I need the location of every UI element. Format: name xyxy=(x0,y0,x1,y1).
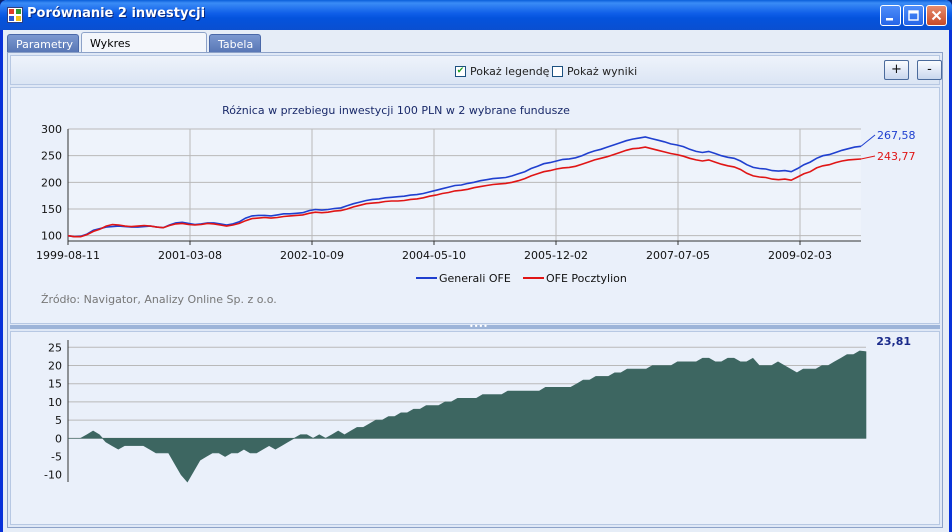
zoom-in-button[interactable]: + xyxy=(884,60,909,80)
main-y-tick-label: 250 xyxy=(41,150,62,163)
main-chart-x-axis: 1999-08-11 2001-03-08 2002-10-09 2004-05-10… xyxy=(36,240,861,262)
main-y-tick-label: 100 xyxy=(41,230,62,243)
maximize-icon xyxy=(908,10,919,21)
app-icon xyxy=(7,7,23,23)
splitter-grip-icon[interactable]: •••• xyxy=(469,322,488,331)
title-bar[interactable]: Porównanie 2 inwestycji xyxy=(0,0,952,30)
main-chart-legend: Generali OFE OFE Pocztylion xyxy=(416,272,627,285)
difference-chart-area: -10 -5 0 5 10 15 20 25 23,81 xyxy=(10,331,940,525)
main-x-tick-label: 2002-10-09 xyxy=(280,249,344,262)
difference-y-tick-label: 25 xyxy=(48,341,62,354)
minimize-icon xyxy=(886,18,893,21)
end-label-leader xyxy=(860,134,876,147)
chart-toolbar: ✔ Pokaż legendę Pokaż wyniki + - xyxy=(10,55,942,85)
tab-tabela[interactable]: Tabela xyxy=(209,34,261,53)
series-line-pocztylion xyxy=(67,146,862,238)
difference-area xyxy=(68,350,867,483)
main-x-tick-label: 2007-07-05 xyxy=(646,249,710,262)
main-x-tick-label: 1999-08-11 xyxy=(36,249,100,262)
show-legend-checkbox-box[interactable]: ✔ xyxy=(455,66,466,77)
difference-last-value-label: 23,81 xyxy=(876,335,911,348)
difference-area-chart: -10 -5 0 5 10 15 20 25 23,81 xyxy=(44,335,911,483)
main-x-tick-label: 2004-05-10 xyxy=(402,249,466,262)
source-note: Źródło: Navigator, Analizy Online Sp. z … xyxy=(41,293,277,306)
show-results-checkbox-box[interactable] xyxy=(552,66,563,77)
maximize-button[interactable] xyxy=(903,5,924,26)
tab-parametry[interactable]: Parametry xyxy=(7,34,79,53)
difference-y-tick-label: -10 xyxy=(44,469,62,482)
main-chart-y-axis: 100 150 200 250 300 xyxy=(41,123,69,243)
difference-chart-series xyxy=(68,350,867,483)
main-y-tick-label: 200 xyxy=(41,176,62,189)
chart-splitter[interactable]: •••• xyxy=(10,322,940,331)
comparison-panel: ✔ Pokaż legendę Pokaż wyniki + - Różnica… xyxy=(7,52,943,528)
main-chart-title: Różnica w przebiegu inwestycji 100 PLN w… xyxy=(222,104,570,117)
main-chart-area: Różnica w przebiegu inwestycji 100 PLN w… xyxy=(10,87,940,324)
difference-y-tick-label: -5 xyxy=(51,451,62,464)
end-label-leader xyxy=(860,155,876,160)
tab-wykres-porownawczy[interactable]: Wykres porównawczy xyxy=(81,32,207,71)
difference-y-tick-label: 10 xyxy=(48,396,62,409)
investment-comparison-chart: Różnica w przebiegu inwestycji 100 PLN w… xyxy=(36,104,916,306)
legend-label-pocztylion: OFE Pocztylion xyxy=(546,272,627,285)
close-icon xyxy=(931,10,942,21)
main-y-tick-label: 300 xyxy=(41,123,62,136)
difference-chart-y-axis: -10 -5 0 5 10 15 20 25 xyxy=(44,340,69,482)
window-title: Porównanie 2 inwestycji xyxy=(27,6,206,21)
close-button[interactable] xyxy=(926,5,947,26)
client-area: Parametry Wykres porównawczy Tabela ✔ Po… xyxy=(3,30,949,532)
legend-label-generali: Generali OFE xyxy=(439,272,511,285)
show-results-label: Pokaż wyniki xyxy=(567,65,638,78)
main-x-tick-label: 2001-03-08 xyxy=(158,249,222,262)
zoom-out-button[interactable]: - xyxy=(917,60,942,80)
end-value-label-pocztylion: 243,77 xyxy=(877,150,916,163)
difference-y-tick-label: 15 xyxy=(48,378,62,391)
show-results-checkbox[interactable]: Pokaż wyniki xyxy=(552,65,637,78)
main-y-tick-label: 150 xyxy=(41,203,62,216)
main-chart-end-labels: 267,58 243,77 xyxy=(860,129,916,163)
difference-y-tick-label: 0 xyxy=(55,432,62,445)
minimize-button[interactable] xyxy=(880,5,901,26)
difference-y-tick-label: 20 xyxy=(48,359,62,372)
main-x-tick-label: 2005-12-02 xyxy=(524,249,588,262)
main-chart-series xyxy=(67,136,862,238)
end-value-label-generali: 267,58 xyxy=(877,129,916,142)
show-legend-label: Pokaż legendę xyxy=(470,65,550,78)
difference-y-tick-label: 5 xyxy=(55,414,62,427)
main-x-tick-label: 2009-02-03 xyxy=(768,249,832,262)
show-legend-checkbox[interactable]: ✔ Pokaż legendę xyxy=(455,65,549,78)
